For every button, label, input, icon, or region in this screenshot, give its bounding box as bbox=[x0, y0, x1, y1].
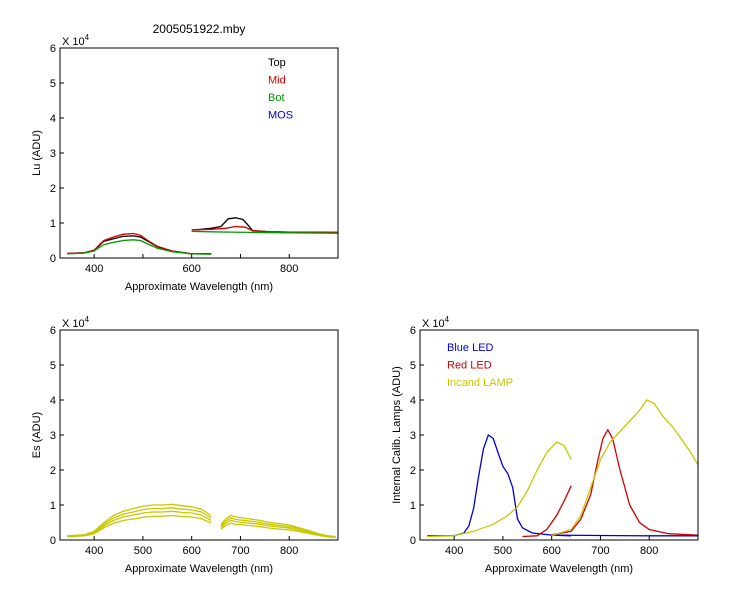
series-line-1-seg-2 bbox=[551, 534, 698, 537]
series-line-3-seg-2 bbox=[551, 399, 698, 537]
series-line-3-seg-2 bbox=[220, 519, 336, 538]
y-tick-label: 4 bbox=[50, 113, 56, 125]
y-tick-label: 4 bbox=[410, 395, 416, 407]
series-line-1-seg-2 bbox=[191, 217, 338, 234]
chart-title: 2005051922.mby bbox=[153, 22, 246, 36]
legend-entry-4: MOS bbox=[268, 110, 293, 122]
x-tick-label: 700 bbox=[231, 545, 249, 557]
series-line-3-seg-1 bbox=[427, 441, 572, 538]
y-axis-label: Es (ADU) bbox=[31, 412, 43, 458]
series-line-2-seg-1 bbox=[67, 507, 212, 537]
y-tick-label: 6 bbox=[410, 325, 416, 337]
x-axis-label: Approximate Wavelength (nm) bbox=[125, 281, 273, 293]
y-tick-label: 1 bbox=[50, 500, 56, 512]
y-tick-label: 2 bbox=[410, 465, 416, 477]
y-tick-label: 6 bbox=[50, 43, 56, 55]
legend-entry-2: Mid bbox=[268, 75, 286, 87]
y-axis-label: Internal Calib. Lamps (ADU) bbox=[391, 366, 403, 504]
y-tick-label: 0 bbox=[50, 253, 56, 265]
y-multiplier: X 104 bbox=[422, 315, 450, 330]
series-line-2-seg-2 bbox=[551, 428, 698, 536]
legend-entry-2: Red LED bbox=[447, 360, 492, 372]
y-tick-label: 5 bbox=[50, 78, 56, 90]
x-tick-label: 700 bbox=[591, 545, 609, 557]
chart-panel-2: 0 1 2 3 4 5 6 400 500 600 700 800 X 104 Approximate W… bbox=[31, 315, 339, 575]
series-line-2-seg-2 bbox=[220, 517, 336, 538]
x-tick-label: 500 bbox=[494, 545, 512, 557]
y-tick-label: 0 bbox=[50, 535, 56, 547]
series-line-4-seg-1 bbox=[67, 514, 212, 538]
series-group bbox=[427, 399, 698, 538]
series-group bbox=[67, 503, 336, 539]
x-tick-label: 800 bbox=[280, 545, 298, 557]
series-line-2-seg-1 bbox=[522, 485, 572, 538]
y-tick-label: 0 bbox=[410, 535, 416, 547]
plot-frame bbox=[59, 47, 339, 259]
x-tick-label: 600 bbox=[183, 545, 201, 557]
x-tick-label: 400 bbox=[85, 545, 103, 557]
y-multiplier: X 104 bbox=[62, 315, 90, 330]
x-tick-label: 600 bbox=[543, 545, 561, 557]
series-line-1-seg-1 bbox=[67, 503, 212, 537]
y-tick-label: 4 bbox=[50, 395, 56, 407]
y-tick-label: 1 bbox=[50, 218, 56, 230]
x-axis-label: Approximate Wavelength (nm) bbox=[125, 563, 273, 575]
series-line-4-seg-2 bbox=[220, 522, 336, 539]
y-axis-label: Lu (ADU) bbox=[31, 130, 43, 176]
y-tick-label: 1 bbox=[410, 500, 416, 512]
series-line-3-seg-2 bbox=[191, 230, 338, 234]
y-tick-label: 2 bbox=[50, 465, 56, 477]
x-axis-label: Approximate Wavelength (nm) bbox=[485, 563, 633, 575]
series-line-1-seg-1 bbox=[427, 433, 572, 537]
series-line-3-seg-1 bbox=[67, 510, 212, 538]
chart-panel-3: 0 1 2 3 4 5 6 400 500 600 700 800 X 104 Approximate W… bbox=[391, 315, 699, 575]
legend-entry-1: Top bbox=[268, 57, 286, 69]
y-tick-label: 3 bbox=[50, 430, 56, 442]
x-tick-label: 500 bbox=[134, 545, 152, 557]
x-tick-label: 800 bbox=[640, 545, 658, 557]
legend-entry-3: Incand LAMP bbox=[447, 377, 513, 389]
series-line-2-seg-2 bbox=[191, 225, 338, 234]
x-tick-label: 400 bbox=[445, 545, 463, 557]
series-line-3-seg-1 bbox=[67, 239, 212, 255]
y-tick-label: 3 bbox=[50, 148, 56, 160]
y-multiplier: X 104 bbox=[62, 33, 90, 48]
y-tick-label: 3 bbox=[410, 430, 416, 442]
x-tick-label: 400 bbox=[85, 263, 103, 275]
y-tick-label: 5 bbox=[50, 360, 56, 372]
x-tick-label: 600 bbox=[183, 263, 201, 275]
legend-entry-3: Bot bbox=[268, 92, 285, 104]
series-line-2-seg-1 bbox=[67, 232, 212, 255]
y-tick-label: 6 bbox=[50, 325, 56, 337]
chart-panel-1: 0 1 2 3 4 5 6 400 600 800 X 104 Approximate Wavelen… bbox=[31, 22, 339, 293]
x-tick-label: 800 bbox=[280, 263, 298, 275]
y-tick-label: 5 bbox=[410, 360, 416, 372]
legend-entry-1: Blue LED bbox=[447, 342, 494, 354]
series-group bbox=[67, 217, 338, 255]
y-tick-label: 2 bbox=[50, 183, 56, 195]
